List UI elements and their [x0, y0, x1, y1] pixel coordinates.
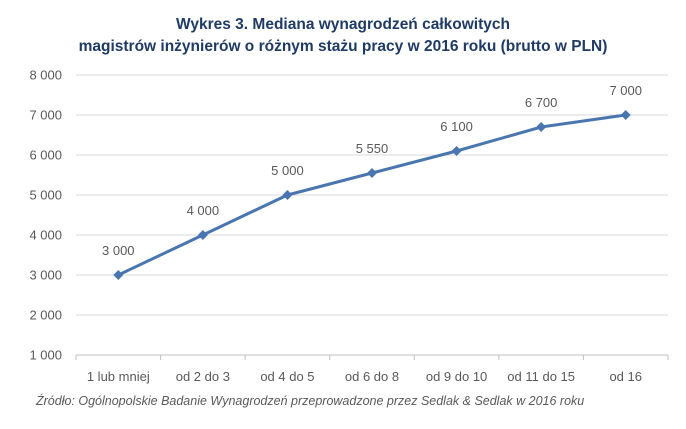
- data-label: 5 000: [271, 163, 304, 178]
- data-point-marker: [113, 270, 124, 280]
- source-note: Źródło: Ogólnopolskie Badanie Wynagrodze…: [36, 394, 585, 408]
- data-label: 3 000: [102, 243, 135, 258]
- y-tick-label: 5 000: [29, 188, 62, 203]
- chart-title-line1: Wykres 3. Mediana wynagrodzeń całkowityc…: [176, 16, 510, 33]
- x-tick-label: od 4 do 5: [260, 369, 314, 384]
- x-tick-label: od 11 do 15: [507, 369, 575, 384]
- data-point-marker: [282, 190, 293, 200]
- data-label: 7 000: [609, 83, 642, 98]
- y-tick-label: 3 000: [29, 268, 62, 283]
- y-tick-label: 4 000: [29, 228, 62, 243]
- data-point-marker: [197, 230, 208, 240]
- y-tick-label: 8 000: [29, 68, 62, 83]
- x-tick-label: od 16: [609, 369, 642, 384]
- x-tick-label: od 6 do 8: [345, 369, 399, 384]
- y-tick-label: 1 000: [29, 348, 62, 363]
- data-label: 6 700: [525, 95, 558, 110]
- y-tick-label: 7 000: [29, 108, 62, 123]
- data-label: 5 550: [356, 141, 389, 156]
- data-point-marker: [536, 122, 547, 132]
- x-tick-label: od 9 do 10: [426, 369, 487, 384]
- x-tick-label: 1 lub mniej: [87, 369, 150, 384]
- y-tick-label: 2 000: [29, 308, 62, 323]
- chart-title-line2: magistrów inżynierów o różnym stażu prac…: [78, 38, 608, 55]
- y-tick-label: 6 000: [29, 148, 62, 163]
- data-label: 4 000: [187, 203, 220, 218]
- data-point-marker: [367, 168, 377, 178]
- data-point-marker: [451, 146, 462, 156]
- x-tick-label: od 2 do 3: [176, 369, 230, 384]
- data-point-marker: [620, 110, 631, 120]
- data-label: 6 100: [440, 119, 473, 134]
